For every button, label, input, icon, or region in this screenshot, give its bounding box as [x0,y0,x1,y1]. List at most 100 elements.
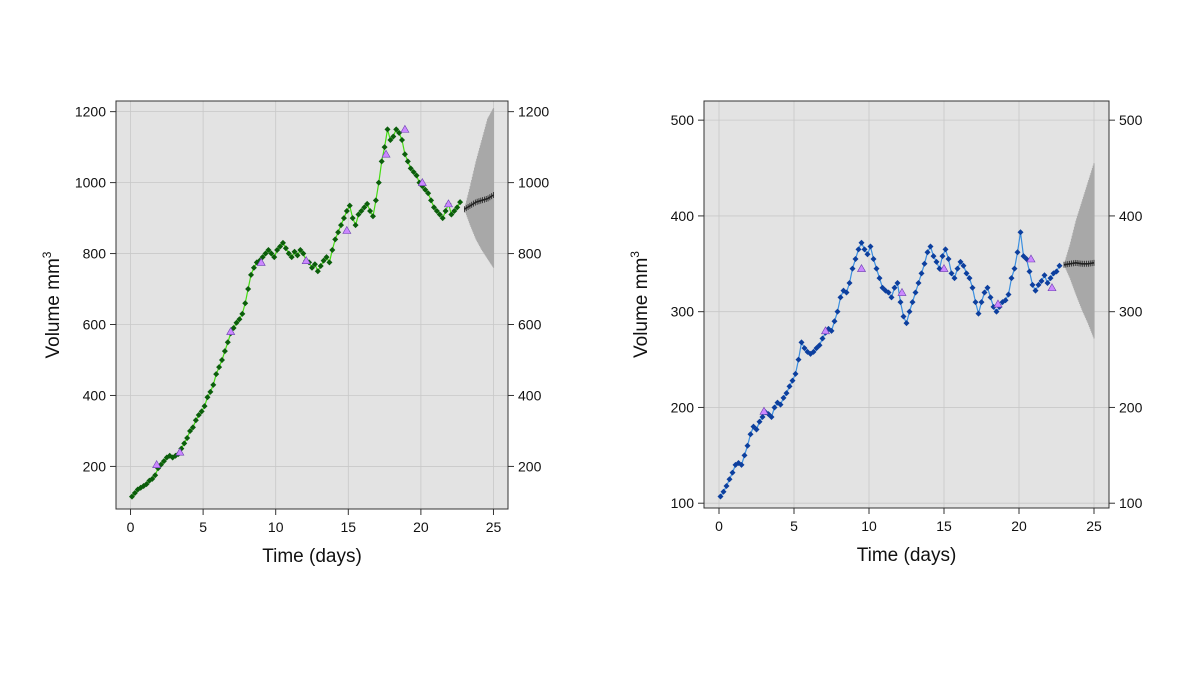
data-point [433,207,440,214]
data-point [323,254,330,261]
data-point [738,461,745,468]
data-point [876,275,883,282]
data-point [317,262,324,269]
data-point [268,250,275,257]
y-tick-label-right: 100 [1119,495,1143,511]
data-point [216,364,223,371]
data-point [131,490,138,497]
data-point [288,254,295,261]
data-point [966,275,973,282]
data-point [1029,281,1036,288]
data-point [861,246,868,253]
data-point [855,246,862,253]
x-tick-label: 20 [413,519,429,535]
data-point [939,253,946,260]
data-point [960,262,967,269]
data-point [149,475,156,482]
x-tick-label: 25 [486,519,502,535]
highlight-marker [993,299,1003,308]
data-point [744,442,751,449]
data-point [277,243,284,250]
data-point [729,469,736,476]
data-point [912,289,919,296]
data-point [187,427,194,434]
data-point [867,243,874,250]
data-point [128,493,135,500]
data-point [831,318,838,325]
x-tick-label: 15 [341,519,357,535]
highlight-marker [1026,254,1036,263]
data-point [279,239,286,246]
x-tick-label: 0 [715,518,723,534]
x-tick-label: 10 [861,518,877,534]
y-tick-label-right: 500 [1119,112,1143,128]
data-point [891,284,898,291]
data-point [369,213,376,220]
highlight-marker [226,327,236,335]
data-point [756,418,763,425]
data-point [915,279,922,286]
data-point [221,348,228,355]
plot-background [116,101,508,509]
highlight-marker [301,256,311,264]
data-point [942,246,949,253]
y-tick-label-left: 200 [671,399,695,415]
data-point [245,286,252,293]
highlight-marker [175,447,185,456]
data-point [993,308,1000,315]
highlight-marker [342,225,352,234]
highlight-marker [256,257,266,266]
data-point [451,207,458,214]
data-point [372,197,379,204]
y-tick-label-right: 800 [518,246,542,262]
data-point [747,431,754,438]
data-point [930,253,937,260]
data-point [454,204,461,211]
data-point [396,129,403,136]
data-point [338,222,345,229]
data-point [242,300,249,307]
data-point [1035,281,1042,288]
y-tick-label-left: 400 [83,387,107,403]
y-tick-label-left: 800 [83,246,107,262]
data-point [1008,275,1015,282]
data-point [346,202,353,209]
data-point [954,265,961,272]
data-point [404,158,411,165]
data-point [777,401,784,408]
data-point [349,215,356,222]
highlight-marker [417,177,427,186]
data-point [375,179,382,186]
data-point [1026,268,1033,275]
data-point [1011,265,1018,272]
y-tick-label-right: 200 [1119,399,1143,415]
data-point [314,268,321,275]
data-point [903,320,910,327]
data-point [969,284,976,291]
data-point [768,414,775,421]
data-point [430,204,437,211]
data-point [297,247,304,254]
data-point [888,294,895,301]
highlight-marker [897,287,907,296]
highlight-marker [400,124,410,133]
data-point [1032,287,1039,294]
data-point [924,249,931,256]
highlight-marker [939,263,949,272]
data-point [329,247,336,254]
data-point [981,289,988,296]
y-tick-label-left: 600 [83,317,107,333]
data-point [894,279,901,286]
data-point [378,158,385,165]
data-point [294,252,301,259]
x-tick-label: 15 [936,518,952,534]
data-point [1047,275,1054,282]
data-point [771,404,778,411]
data-point [181,440,188,447]
y-tick-label-left: 500 [671,112,695,128]
data-point [399,137,406,144]
data-point [428,197,435,204]
data-point [819,335,826,342]
